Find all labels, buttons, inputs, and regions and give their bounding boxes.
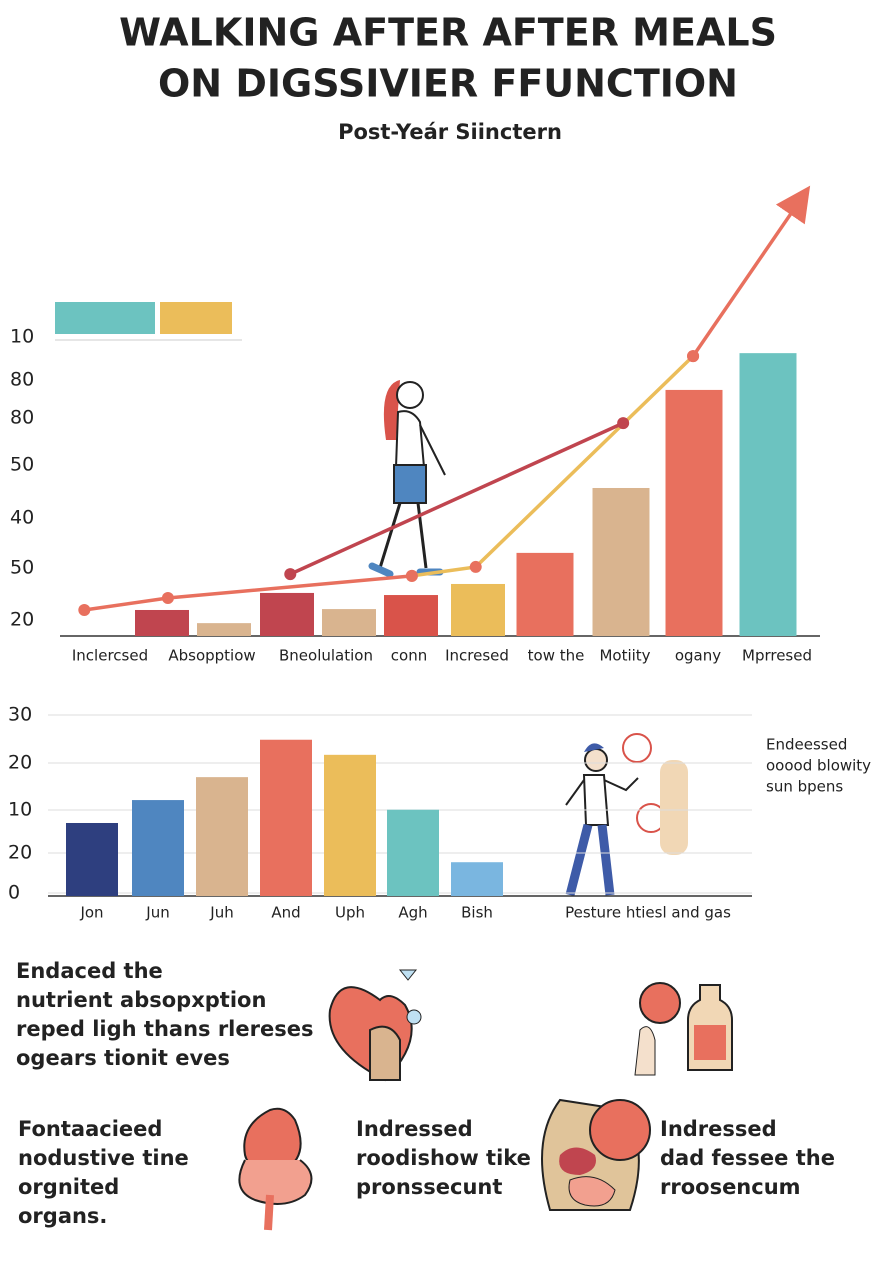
note-text: ogears tionit eves [16, 1046, 230, 1070]
x-tick-label: Absopptiow [168, 647, 255, 665]
y-axis-label: 40 [10, 507, 34, 529]
x-tick-label: Jun [145, 904, 169, 922]
x-tick-label: Agh [398, 904, 427, 922]
bar [135, 609, 189, 636]
note-text: Endaced the [16, 959, 163, 983]
x-tick-label: Jon [79, 904, 103, 922]
bar [739, 353, 797, 636]
trend-point [78, 603, 91, 616]
bar [592, 487, 650, 636]
bar [196, 777, 248, 896]
y-axis-label: 50 [10, 454, 34, 476]
walker-illustration [565, 733, 688, 897]
note-text: reped ligh thans rlereses [16, 1017, 313, 1041]
note-text: rroosencum [660, 1175, 801, 1199]
note-text: nutrient absopxption [16, 988, 266, 1012]
trend-point [161, 592, 174, 605]
bar [132, 800, 184, 896]
trend-point [617, 417, 630, 430]
y-axis-label: 10 [10, 326, 34, 348]
bar [451, 583, 505, 636]
x-tick-label: Incresed [445, 647, 509, 665]
bar [324, 754, 376, 896]
y-axis-label: 50 [10, 557, 34, 579]
trend-line [84, 574, 413, 612]
trend-point [687, 350, 700, 363]
bar [387, 809, 439, 896]
note-text: pronssecunt [356, 1175, 502, 1199]
x-tick-label: Mprresed [742, 647, 812, 665]
note-text: Indressed [660, 1117, 777, 1141]
x-tick-label: conn [391, 647, 427, 665]
bar [66, 822, 118, 896]
y-axis-label: 20 [10, 609, 34, 631]
bar [260, 739, 312, 896]
x-tick-label: Juh [209, 904, 233, 922]
x-tick-label: Uph [335, 904, 365, 922]
note-text: Indressed [356, 1117, 473, 1141]
legend-swatch [160, 302, 232, 334]
side-note: Endeessed [766, 736, 847, 754]
bar [260, 592, 314, 636]
note-text: orgnited [18, 1175, 119, 1199]
note-text: dad fessee the [660, 1146, 835, 1170]
x-tick-label: Inclercsed [72, 647, 148, 665]
bar [322, 609, 376, 636]
bar [665, 389, 723, 636]
note-text: organs. [18, 1204, 107, 1228]
trend-point [469, 560, 482, 573]
y-axis-label: 0 [8, 882, 20, 904]
trend-point [405, 569, 418, 582]
trend-line [691, 185, 811, 358]
note-text: Fontaacieed [18, 1117, 162, 1141]
note-text: roodishow tike [356, 1146, 531, 1170]
bar [516, 552, 574, 636]
y-axis-label: 80 [10, 369, 34, 391]
title: ON DIGSSIVIER FFUNCTION [158, 62, 738, 106]
x-tick-label: Bish [461, 904, 493, 922]
side-note: sun bpens [766, 778, 843, 796]
legend-swatch [55, 302, 155, 334]
note-text: nodustive tine [18, 1146, 189, 1170]
bar [197, 623, 251, 636]
trend-point [284, 568, 297, 581]
x-tick-label: Pesture htiesl and gas [565, 904, 731, 922]
organ-illustration [238, 969, 733, 1231]
y-axis-label: 30 [8, 704, 32, 726]
trend-line [411, 354, 695, 578]
x-tick-label: And [271, 904, 300, 922]
x-tick-label: tow the [528, 647, 585, 665]
walker-illustration [368, 380, 446, 578]
y-axis-label: 20 [8, 752, 32, 774]
x-tick-label: Bneolulation [279, 647, 373, 665]
y-axis-label: 10 [8, 799, 32, 821]
bar [384, 595, 438, 636]
title: WALKING AFTER AFTER MEALS [119, 11, 777, 55]
x-tick-label: ogany [675, 647, 721, 665]
side-note: ooood blowity [766, 757, 871, 775]
y-axis-label: 80 [10, 407, 34, 429]
x-tick-label: Motiity [599, 647, 650, 665]
bar [451, 862, 503, 896]
y-axis-label: 20 [8, 842, 32, 864]
subtitle: Post-Yeár Siinctern [338, 120, 562, 144]
trend-line [289, 421, 624, 576]
